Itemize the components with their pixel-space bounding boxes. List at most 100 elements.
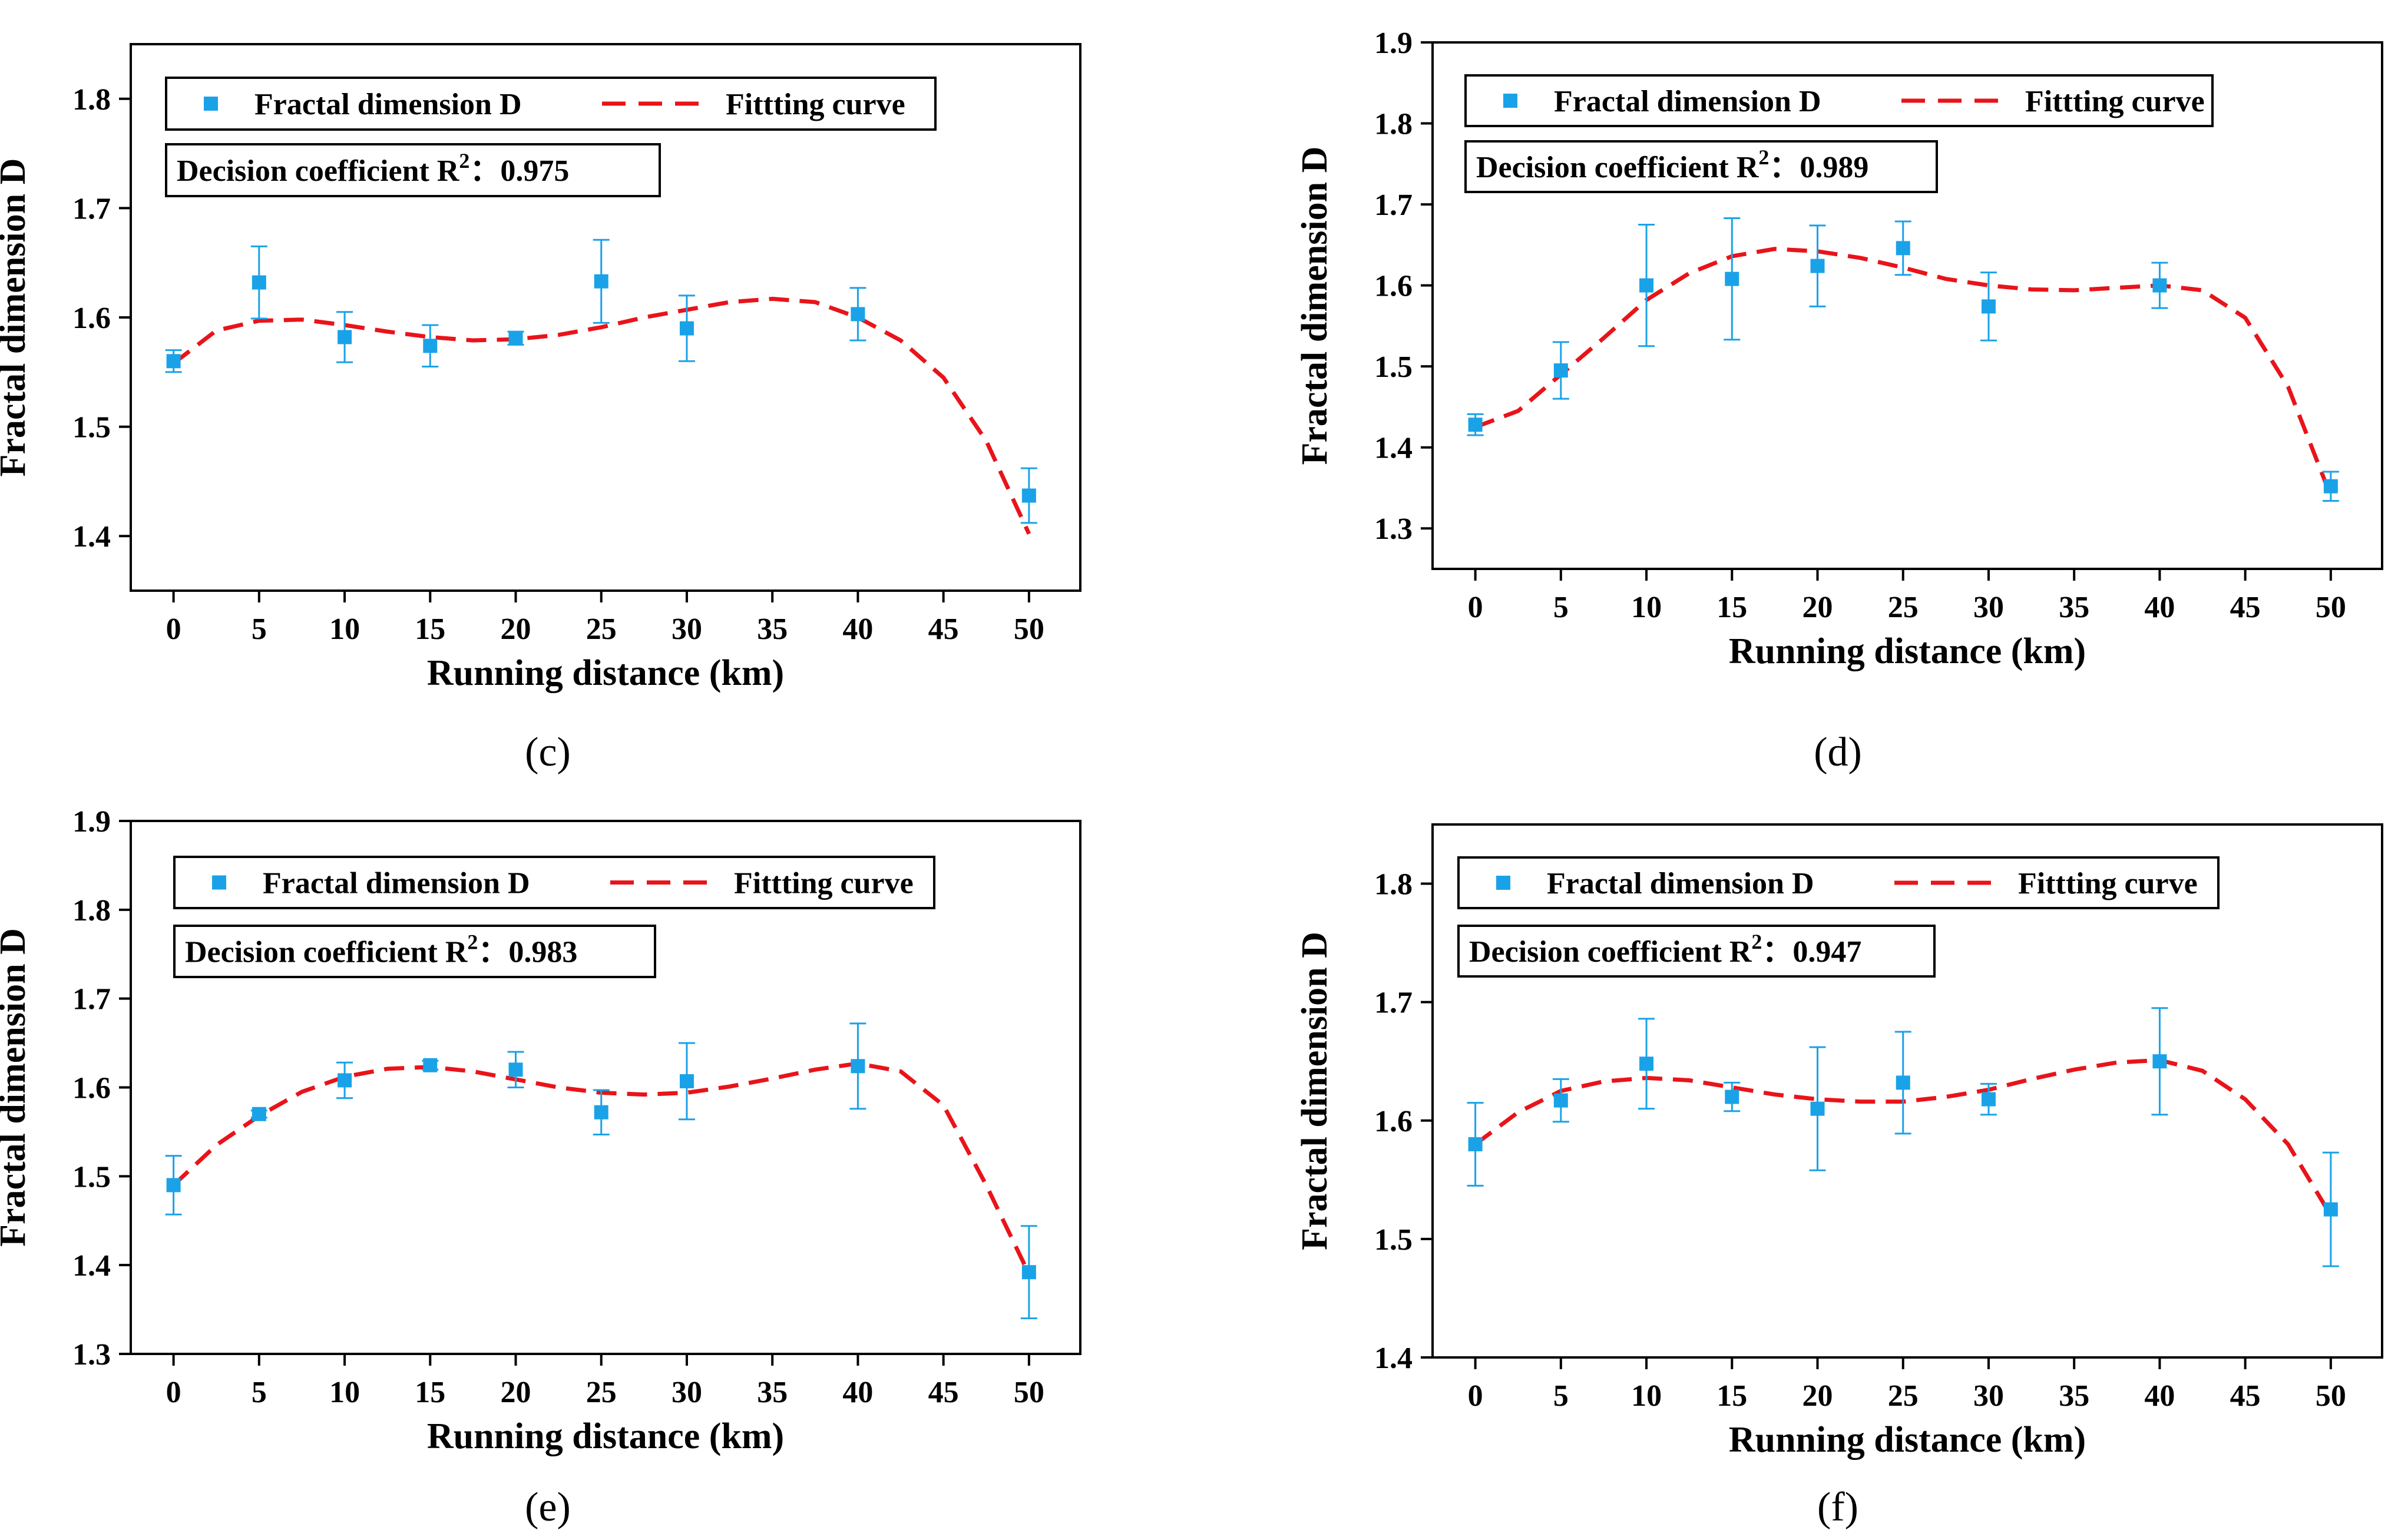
x-tick-label: 25 <box>586 1376 617 1409</box>
legend-curve-label: Fittting curve <box>2025 85 2205 118</box>
x-axis-label: Running distance (km) <box>1729 1420 2086 1460</box>
data-point <box>252 1107 266 1121</box>
x-tick-label: 5 <box>1553 591 1569 624</box>
data-point <box>2323 1202 2338 1217</box>
x-tick-label: 20 <box>1802 591 1833 624</box>
y-tick-label: 1.4 <box>1374 1342 1413 1375</box>
y-tick-label: 1.7 <box>72 192 111 226</box>
x-tick-label: 0 <box>166 1376 181 1409</box>
y-tick-label: 1.6 <box>1374 1105 1413 1138</box>
y-tick-label: 1.4 <box>72 520 111 554</box>
x-tick-label: 40 <box>842 1376 873 1409</box>
panel-f: 0 5 10 15 20 25 30 35 40 45 50 1.4 1.5 1.6 1.7 1.8 Runni… <box>1295 823 2383 1530</box>
data-point <box>594 274 608 289</box>
data-point <box>1810 259 1825 273</box>
r2-text: Decision coefficient R2：0.983 <box>185 930 577 969</box>
legend-marker-icon <box>212 875 226 890</box>
x-axis-label: Running distance (km) <box>427 653 784 693</box>
y-axis-label: Fractal dimension D <box>1295 147 1335 465</box>
x-tick-label: 15 <box>415 612 445 646</box>
x-tick-label: 35 <box>2059 1379 2089 1413</box>
x-tick-label: 30 <box>672 1376 702 1409</box>
r2-value: 0.989 <box>1800 151 1868 184</box>
data-point <box>166 354 181 369</box>
x-tick-label: 15 <box>1716 1379 1747 1413</box>
x-tick-label: 5 <box>1553 1379 1569 1413</box>
panel-e: 0 5 10 15 20 25 30 35 40 45 50 1.3 1.4 1.5 1.6 1.7 1.8 1.… <box>0 805 1081 1530</box>
data-point <box>679 321 694 336</box>
y-tick-label: 1.5 <box>72 1160 111 1194</box>
y-tick-label: 1.8 <box>1374 108 1413 141</box>
y-tick-label: 1.5 <box>72 411 111 445</box>
y-tick-label: 1.4 <box>1374 432 1413 465</box>
data-point <box>1468 1137 1483 1151</box>
legend-marker-icon <box>1503 94 1517 108</box>
x-tick-label: 25 <box>1888 1379 1919 1413</box>
x-tick-label: 10 <box>329 612 360 646</box>
x-tick-label: 40 <box>2144 591 2175 624</box>
x-tick-label: 5 <box>252 1376 267 1409</box>
data-point <box>1021 488 1036 503</box>
panel-label: (c) <box>525 730 571 775</box>
r2-box <box>173 925 656 978</box>
r2-value: 0.947 <box>1792 935 1861 969</box>
data-point <box>1896 1075 1910 1090</box>
x-tick-label: 0 <box>1468 591 1483 624</box>
x-tick-label: 30 <box>672 612 702 646</box>
data-point <box>1810 1101 1825 1116</box>
x-axis-label: Running distance (km) <box>1729 631 2086 671</box>
r2-prefix: Decision coefficient R <box>1476 151 1759 184</box>
data-point <box>338 330 352 345</box>
data-point <box>508 1062 523 1077</box>
legend-points-label: Fractal dimension D <box>263 867 530 900</box>
y-tick-label: 1.3 <box>1374 512 1413 546</box>
x-tick-label: 45 <box>928 612 959 646</box>
x-tick-label: 30 <box>1973 591 2004 624</box>
x-tick-label: 45 <box>2230 591 2261 624</box>
data-point <box>1468 418 1483 432</box>
data-point <box>1896 241 1910 256</box>
x-tick-label: 0 <box>1468 1379 1483 1413</box>
r2-superscript: 2 <box>467 930 478 954</box>
y-tick-label: 1.6 <box>72 1072 111 1105</box>
data-point <box>508 331 523 346</box>
panel-c: 0 5 10 15 20 25 30 35 40 45 50 1.4 1.5 1.6 1.7 1.8 Runni… <box>0 43 1081 775</box>
data-point <box>2323 479 2338 494</box>
legend-curve-label: Fittting curve <box>2018 867 2198 900</box>
r2-text: Decision coefficient R2：0.947 <box>1469 930 1861 969</box>
fitting-curve <box>172 296 1031 535</box>
x-tick-label: 10 <box>1631 1379 1662 1413</box>
r2-separator: ： <box>1762 935 1792 969</box>
legend-box <box>165 77 937 131</box>
data-point <box>1981 1092 1996 1107</box>
x-tick-label: 30 <box>1973 1379 2004 1413</box>
x-tick-label: 15 <box>415 1376 445 1409</box>
x-tick-label: 25 <box>586 612 617 646</box>
r2-separator: ： <box>469 154 500 188</box>
y-tick-label: 1.8 <box>1374 868 1413 902</box>
legend-marker-icon <box>1496 876 1510 890</box>
y-tick-label: 1.7 <box>72 983 111 1016</box>
x-tick-label: 50 <box>2316 1379 2346 1413</box>
y-tick-label: 1.3 <box>72 1338 111 1372</box>
data-point <box>1639 1057 1654 1071</box>
data-point <box>1725 1089 1739 1104</box>
r2-separator: ： <box>478 936 508 969</box>
x-tick-label: 15 <box>1716 591 1747 624</box>
y-tick-label: 1.5 <box>1374 1223 1413 1257</box>
x-tick-label: 20 <box>1802 1379 1833 1413</box>
legend-curve-label: Fittting curve <box>726 88 905 121</box>
r2-superscript: 2 <box>1758 145 1769 169</box>
x-tick-label: 35 <box>757 1376 788 1409</box>
data-point <box>1639 278 1654 293</box>
legend-box <box>1464 74 2214 127</box>
plot-frame <box>1431 41 2383 570</box>
x-tick-label: 20 <box>501 612 531 646</box>
x-tick-label: 5 <box>252 612 267 646</box>
fitting-curve <box>1474 247 2333 497</box>
r2-value: 0.983 <box>508 936 577 969</box>
y-tick-label: 1.7 <box>1374 986 1413 1020</box>
x-tick-label: 50 <box>1014 612 1044 646</box>
legend-points-label: Fractal dimension D <box>1547 867 1814 900</box>
